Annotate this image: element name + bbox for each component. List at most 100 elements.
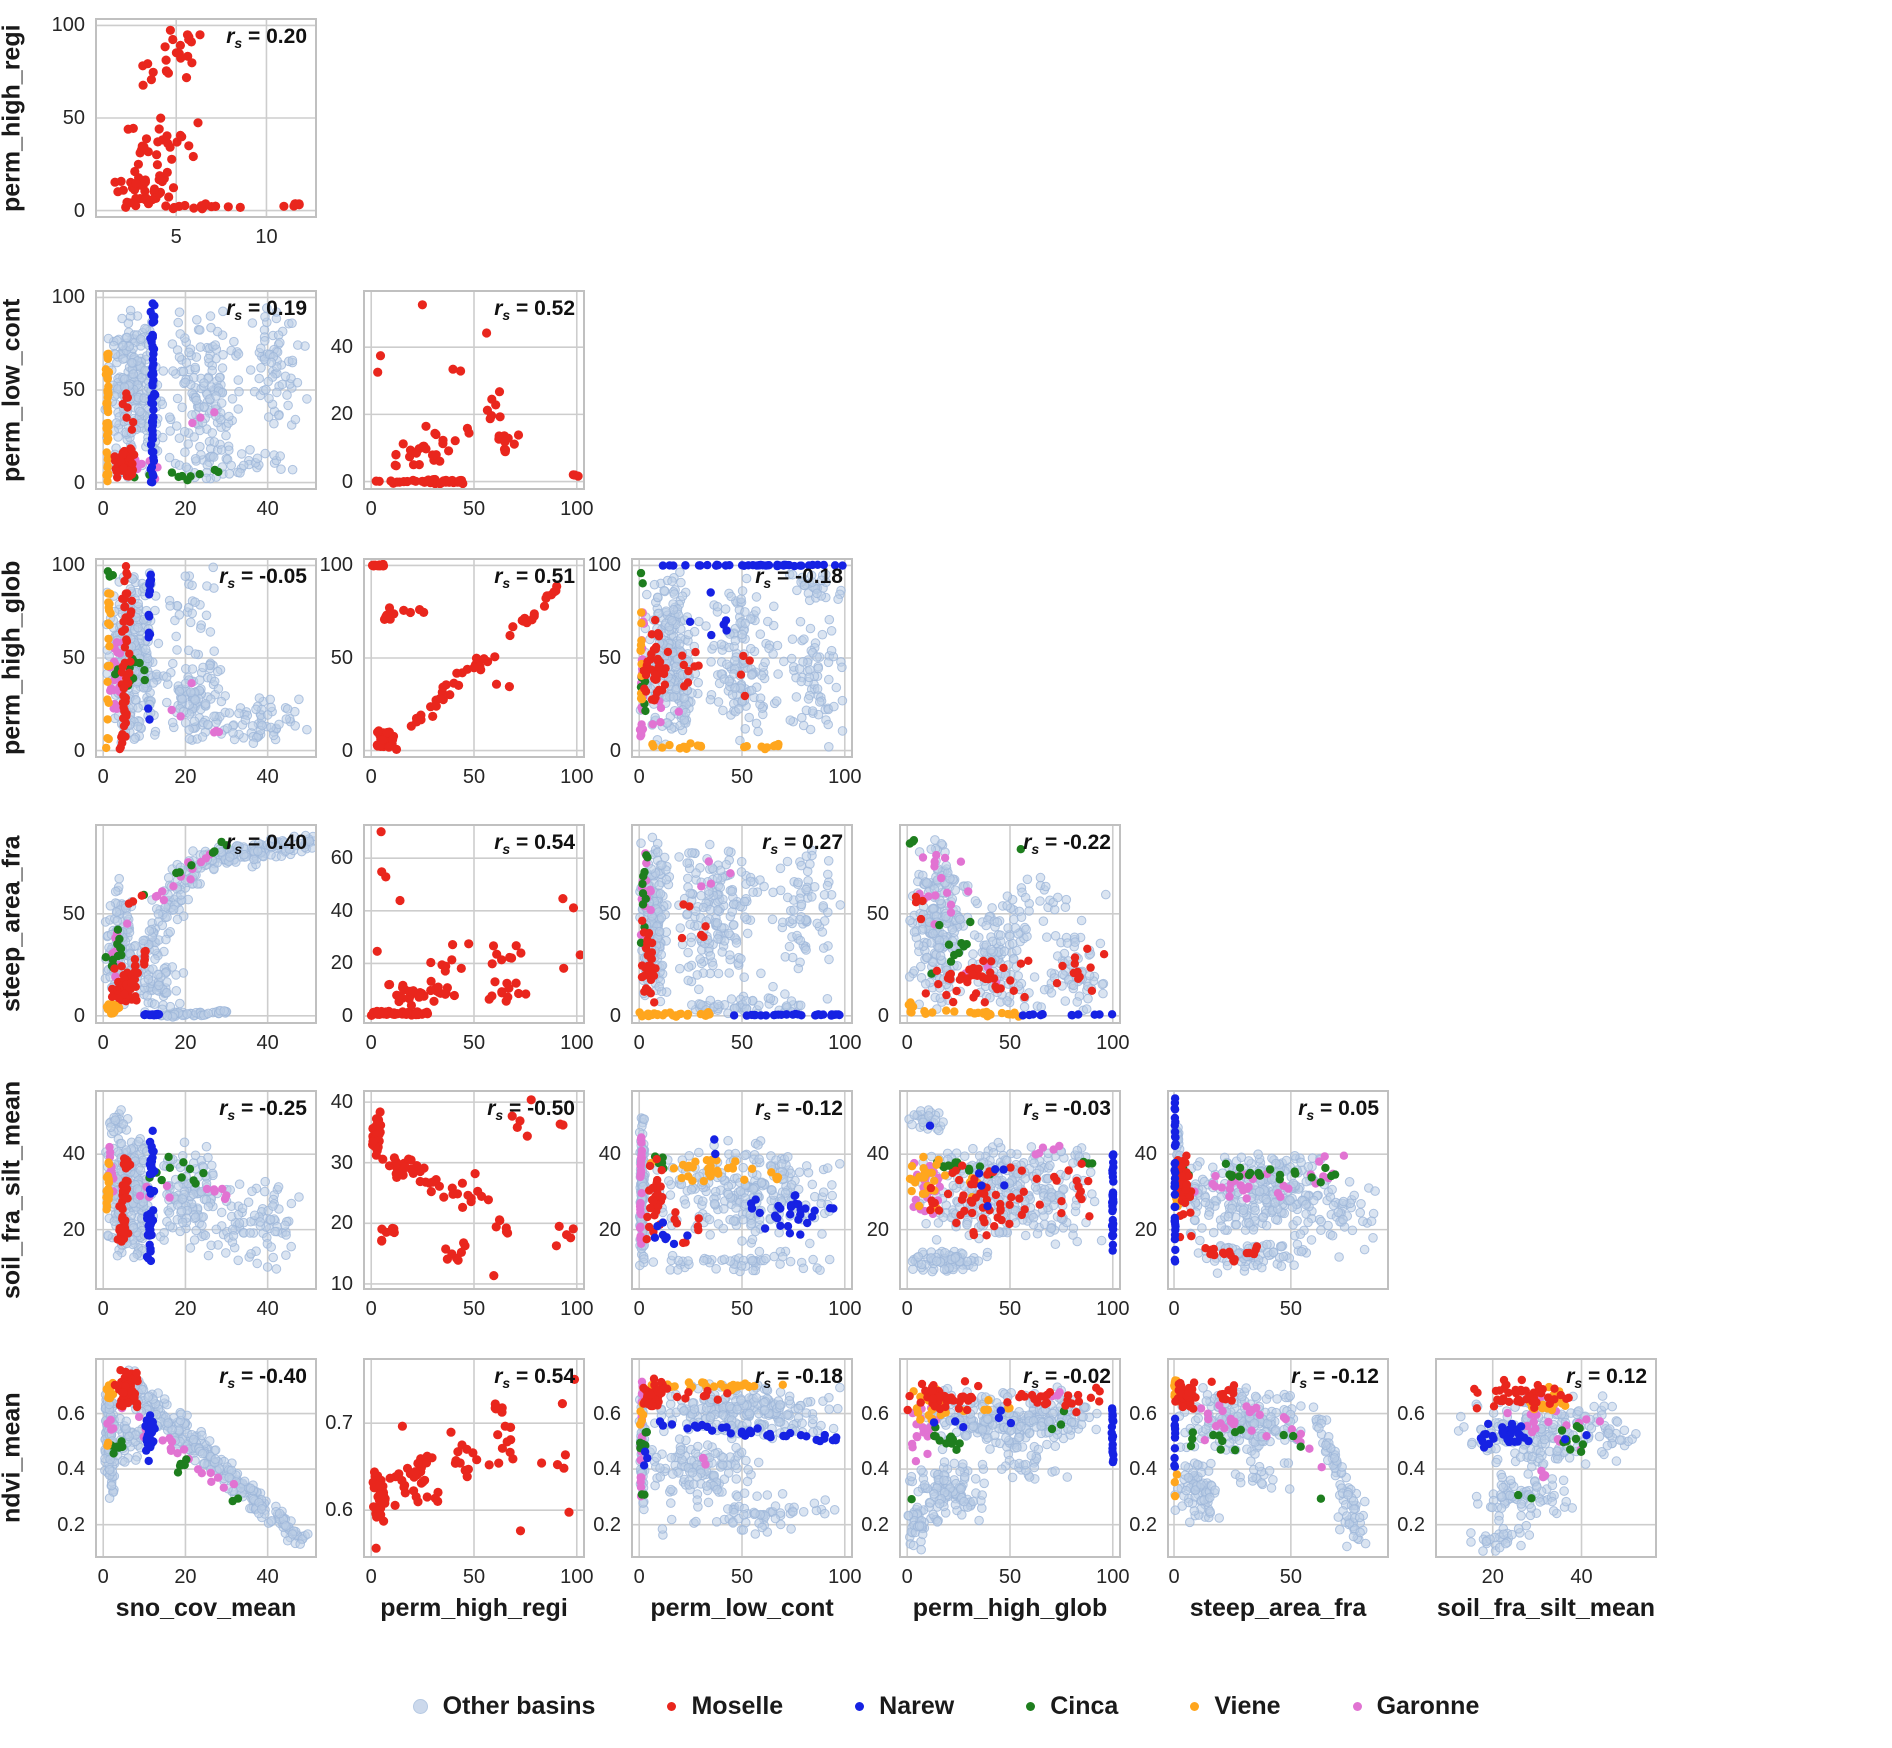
plot-border bbox=[1435, 1358, 1657, 1558]
legend-item-other-basins: Other basins bbox=[412, 1692, 596, 1721]
scatter-plot-canvas bbox=[1435, 1358, 1657, 1558]
series-other-basins bbox=[634, 1379, 845, 1540]
series-narew bbox=[925, 1121, 1118, 1255]
series-moselle bbox=[110, 1366, 142, 1412]
x-tick-label: 50 bbox=[462, 766, 486, 788]
x-tick-label: 50 bbox=[730, 1032, 754, 1054]
series-viene bbox=[636, 608, 783, 754]
legend-label: Cinca bbox=[1050, 1692, 1119, 1720]
scatter-plot-canvas bbox=[363, 1090, 585, 1290]
scatter-plot-canvas bbox=[1167, 1090, 1389, 1290]
series-moselle bbox=[366, 827, 585, 1020]
y-tick-label: 40 bbox=[866, 1143, 889, 1166]
y-tick-label: 100 bbox=[587, 554, 621, 577]
rs-value: = -0.25 bbox=[235, 1097, 307, 1120]
x-tick-label: 100 bbox=[560, 1566, 594, 1588]
x-tick-label: 100 bbox=[560, 1298, 594, 1320]
y-tick-label: 100 bbox=[319, 554, 353, 577]
series-viene bbox=[102, 1378, 118, 1450]
y-tick-label: 50 bbox=[330, 647, 353, 669]
series-moselle bbox=[368, 1095, 578, 1281]
y-tick-label: 100 bbox=[51, 14, 85, 37]
y-axis-title-soil_fra_silt_mean: soil_fra_silt_mean bbox=[0, 1080, 26, 1300]
x-tick-label: 40 bbox=[1570, 1566, 1593, 1588]
series-moselle bbox=[115, 562, 137, 754]
series-narew bbox=[1476, 1419, 1591, 1452]
y-tick-label: 0.2 bbox=[593, 1513, 621, 1536]
scatter-plot-canvas bbox=[95, 1090, 317, 1290]
plot-border bbox=[363, 1090, 585, 1290]
x-tick-label: 0 bbox=[97, 498, 109, 520]
y-tick-label: 0 bbox=[877, 1004, 889, 1027]
subplot-steep_area_fra-vs-sno_cov_mean: rs = 0.40 0 50 0 20 40 steep_area_fra bbox=[0, 824, 317, 1053]
x-tick-label: 100 bbox=[1096, 1566, 1130, 1588]
series-moselle bbox=[1171, 1377, 1239, 1413]
series-moselle bbox=[110, 389, 139, 482]
rs-value: = -0.40 bbox=[235, 1365, 307, 1388]
series-moselle bbox=[639, 615, 754, 705]
x-tick-label: 20 bbox=[174, 1298, 197, 1320]
series-narew bbox=[146, 299, 160, 487]
plot-border bbox=[363, 824, 585, 1024]
y-tick-label: 20 bbox=[1134, 1218, 1157, 1241]
subplot-steep_area_fra-vs-perm_low_cont: rs = 0.27 0 50 0 50 100 bbox=[599, 824, 861, 1053]
y-tick-label: 50 bbox=[62, 902, 85, 925]
legend-dot-icon bbox=[1190, 1702, 1200, 1711]
series-narew bbox=[650, 1135, 838, 1249]
legend-dot-icon bbox=[1026, 1702, 1036, 1711]
series-narew bbox=[729, 1009, 844, 1020]
plot-border bbox=[95, 290, 317, 490]
rs-value: = 0.05 bbox=[1314, 1097, 1379, 1120]
x-tick-label: 0 bbox=[365, 766, 377, 788]
plot-border bbox=[95, 1090, 317, 1290]
legend-label: Viene bbox=[1214, 1692, 1281, 1720]
plot-border bbox=[363, 290, 585, 490]
legend-label: Other basins bbox=[442, 1692, 596, 1720]
rs-value: = 0.40 bbox=[242, 831, 307, 854]
y-tick-label: 0.2 bbox=[1397, 1513, 1425, 1536]
scatter-plot-canvas bbox=[363, 1358, 585, 1558]
y-tick-label: 0 bbox=[341, 470, 353, 493]
y-tick-label: 0.6 bbox=[57, 1402, 85, 1425]
rs-annotation: rs = -0.12 bbox=[755, 1097, 843, 1124]
rs-value: = -0.03 bbox=[1039, 1097, 1111, 1120]
y-tick-label: 30 bbox=[330, 1151, 353, 1174]
subplot-perm_low_cont-vs-perm_high_regi: rs = 0.52 0 20 40 0 50 100 bbox=[331, 290, 593, 519]
subplot-ndvi_mean-vs-perm_low_cont: rs = -0.18 0.2 0.4 0.6 0 50 100 perm_low_cont bbox=[593, 1358, 861, 1622]
series-moselle bbox=[911, 892, 1109, 1007]
scatter-plot-canvas bbox=[95, 558, 317, 758]
rs-value: = 0.54 bbox=[510, 831, 575, 854]
subplot-ndvi_mean-vs-soil_fra_silt_mean: rs = 0.12 0.2 0.4 0.6 20 40 soil_fra_silt_mean bbox=[1397, 1358, 1657, 1622]
rs-value: = -0.12 bbox=[1307, 1365, 1379, 1388]
y-tick-label: 0.6 bbox=[1129, 1402, 1157, 1425]
y-tick-label: 0 bbox=[73, 471, 85, 494]
series-other-basins bbox=[904, 835, 1111, 1016]
scatter-plot-canvas bbox=[631, 824, 853, 1024]
x-tick-label: 20 bbox=[174, 1032, 197, 1054]
rs-annotation: rs = 0.54 bbox=[494, 831, 575, 858]
y-tick-label: 0 bbox=[609, 739, 621, 762]
x-axis-title-soil_fra_silt_mean: soil_fra_silt_mean bbox=[1436, 1594, 1656, 1622]
legend-dot-icon bbox=[667, 1702, 677, 1711]
subplot-ndvi_mean-vs-perm_high_regi: rs = 0.54 0.6 0.7 0 50 100 perm_high_regi bbox=[325, 1358, 593, 1622]
scatter-plot-canvas bbox=[363, 290, 585, 490]
plot-border bbox=[631, 558, 853, 758]
y-tick-label: 0.4 bbox=[861, 1458, 889, 1481]
rs-annotation: rs = -0.02 bbox=[1023, 1365, 1111, 1392]
x-tick-label: 50 bbox=[998, 1566, 1022, 1588]
plot-border bbox=[1167, 1358, 1389, 1558]
rs-value: = -0.05 bbox=[235, 565, 307, 588]
y-tick-label: 0 bbox=[73, 199, 85, 222]
y-tick-label: 0 bbox=[73, 739, 85, 762]
plot-border bbox=[899, 1358, 1121, 1558]
rs-annotation: rs = 0.20 bbox=[226, 25, 307, 52]
rs-annotation: rs = -0.05 bbox=[219, 565, 307, 592]
x-tick-label: 0 bbox=[97, 1032, 109, 1054]
series-viene bbox=[904, 998, 1023, 1021]
y-tick-label: 0.6 bbox=[325, 1499, 353, 1522]
x-tick-label: 50 bbox=[998, 1298, 1022, 1320]
scatter-plot-canvas bbox=[363, 824, 585, 1024]
y-tick-label: 100 bbox=[51, 554, 85, 577]
rs-value: = 0.12 bbox=[1582, 1365, 1647, 1388]
plot-border bbox=[899, 824, 1121, 1024]
